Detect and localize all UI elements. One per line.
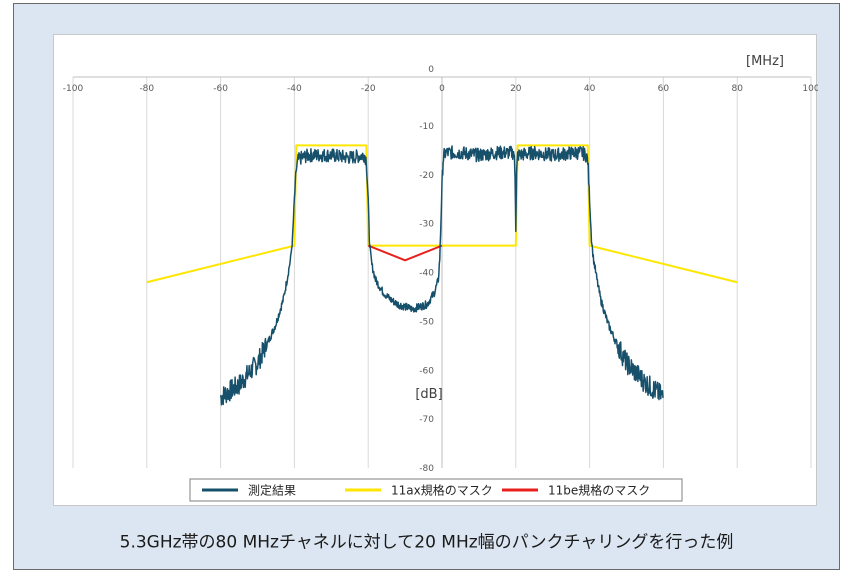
x-tick-label: -100	[63, 84, 84, 94]
x-tick-label: 20	[510, 84, 522, 94]
series-line-0	[219, 145, 664, 406]
x-tick-label: -80	[139, 84, 154, 94]
x-axis-label: [MHz]	[746, 54, 784, 69]
y-tick-label: 0	[428, 65, 434, 75]
y-tick-label: -80	[419, 464, 434, 474]
y-tick-label: -60	[419, 366, 434, 376]
x-tick-label: -20	[361, 84, 376, 94]
legend-label: 11be規格のマスク	[548, 483, 650, 498]
y-tick-label: -20	[419, 171, 434, 181]
spectrum-chart: -100 -80 -60 -40 -20 0 20 40 60 80 100 0 -10 -20 -30 -4…	[63, 54, 818, 502]
x-tick-label: -60	[213, 84, 228, 94]
y-tick-label: -70	[419, 415, 434, 425]
x-tick-label: 60	[658, 84, 670, 94]
x-tick-label: 80	[731, 84, 743, 94]
series-line-2	[367, 244, 443, 262]
figure-frame: -100 -80 -60 -40 -20 0 20 40 60 80 100 0 -10 -20 -30 -4…	[13, 3, 840, 570]
y-tick-label: -40	[419, 269, 434, 279]
x-tick-label: 100	[802, 84, 818, 94]
y-axis-label: [dB]	[415, 387, 442, 402]
y-tick-label: -50	[419, 317, 434, 327]
x-tick-label: -40	[287, 84, 302, 94]
x-tick-label: 0	[439, 84, 445, 94]
chart-area: -100 -80 -60 -40 -20 0 20 40 60 80 100 0 -10 -20 -30 -4…	[53, 34, 818, 506]
y-tick-label: -10	[419, 122, 434, 132]
legend-box	[189, 478, 683, 502]
legend-label: 11ax規格のマスク	[391, 483, 493, 498]
y-tick-label: -30	[419, 220, 434, 230]
figure-caption: 5.3GHz帯の80 MHzチャネルに対して20 MHz幅のパンクチャリングを行…	[119, 532, 734, 553]
legend-label: 測定結果	[248, 483, 296, 498]
x-tick-label: 40	[584, 84, 596, 94]
